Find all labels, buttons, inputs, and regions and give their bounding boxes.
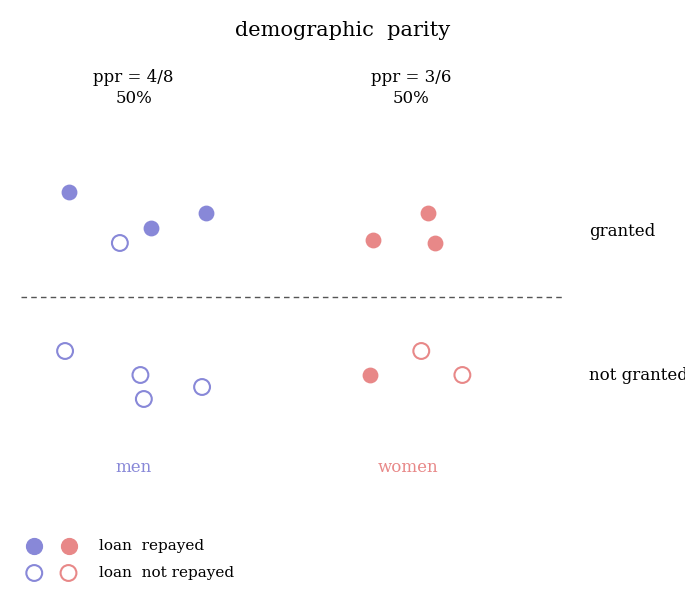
Point: [29, 541, 40, 551]
Point: [457, 370, 468, 380]
Point: [145, 223, 156, 233]
Text: loan  repayed: loan repayed: [99, 539, 204, 553]
Text: not granted: not granted: [589, 367, 685, 383]
Text: granted: granted: [589, 223, 656, 239]
Text: ppr = 4/8
50%: ppr = 4/8 50%: [93, 69, 174, 107]
Point: [423, 208, 434, 218]
Point: [29, 568, 40, 578]
Point: [138, 394, 149, 404]
Point: [63, 541, 74, 551]
Text: demographic  parity: demographic parity: [235, 21, 450, 40]
Point: [364, 370, 375, 380]
Point: [200, 208, 211, 218]
Point: [63, 568, 74, 578]
Point: [368, 235, 379, 245]
Text: loan  not repayed: loan not repayed: [99, 566, 234, 580]
Point: [60, 346, 71, 356]
Point: [197, 382, 208, 392]
Point: [429, 238, 440, 248]
Point: [135, 370, 146, 380]
Point: [416, 346, 427, 356]
Text: ppr = 3/6
50%: ppr = 3/6 50%: [371, 69, 451, 107]
Text: women: women: [377, 460, 438, 476]
Point: [114, 238, 125, 248]
Point: [63, 187, 74, 197]
Text: men: men: [116, 460, 151, 476]
